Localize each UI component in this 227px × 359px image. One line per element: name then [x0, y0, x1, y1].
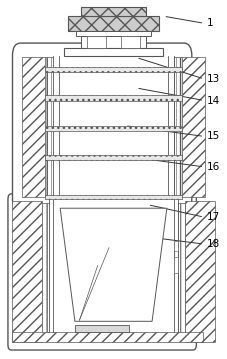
Bar	[178, 203, 185, 332]
Bar	[42, 203, 47, 332]
Bar	[45, 67, 182, 72]
Bar	[81, 36, 146, 48]
Polygon shape	[60, 208, 167, 321]
Text: 1: 1	[207, 18, 213, 28]
Bar	[53, 57, 174, 197]
Bar	[174, 257, 178, 273]
Text: 17: 17	[207, 212, 220, 222]
Bar	[64, 48, 163, 56]
Text: 18: 18	[207, 239, 220, 249]
Text: 13: 13	[207, 74, 220, 84]
Bar	[45, 126, 182, 131]
Bar	[68, 16, 159, 31]
Text: 14: 14	[207, 95, 220, 106]
Bar	[185, 201, 215, 342]
Bar	[76, 31, 151, 36]
Bar	[174, 241, 178, 251]
Bar	[81, 7, 146, 16]
Bar	[180, 203, 185, 332]
Bar	[45, 95, 182, 101]
FancyBboxPatch shape	[12, 43, 192, 212]
Bar	[22, 57, 45, 197]
Bar	[42, 203, 49, 332]
Bar	[87, 36, 106, 48]
Bar	[45, 195, 182, 199]
Bar	[45, 155, 182, 160]
Bar	[12, 332, 203, 342]
Bar	[49, 203, 178, 332]
Text: 16: 16	[207, 162, 220, 172]
Bar	[12, 201, 42, 342]
Bar	[174, 57, 182, 197]
Bar	[45, 57, 53, 197]
Bar	[176, 57, 182, 197]
Bar	[75, 325, 129, 332]
Bar	[121, 36, 140, 48]
FancyBboxPatch shape	[8, 194, 196, 350]
Bar	[182, 57, 205, 197]
Bar	[45, 57, 51, 197]
Text: 15: 15	[207, 131, 220, 141]
